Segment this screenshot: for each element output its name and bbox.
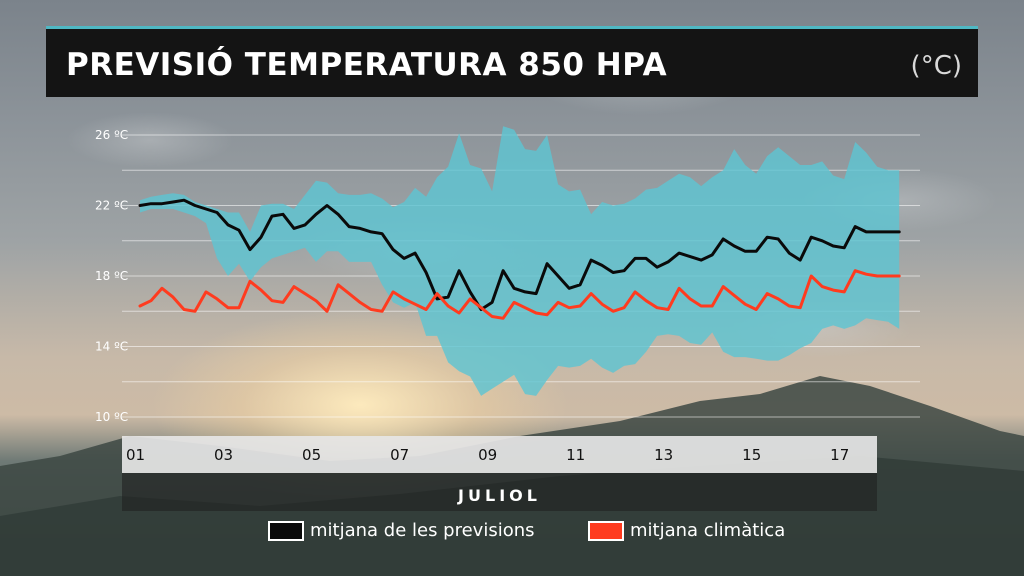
chart-title: PREVISIÓ TEMPERATURA 850 HPA bbox=[66, 47, 668, 83]
legend-item-climate-mean: mitjana climàtica bbox=[588, 520, 785, 541]
series-line-forecast-mean bbox=[138, 198, 901, 311]
x-tick-label: 05 bbox=[302, 446, 321, 464]
legend-swatch-climate-mean bbox=[588, 520, 624, 541]
y-tick-label: 18 ºC bbox=[95, 269, 128, 283]
y-tick-label: 14 ºC bbox=[95, 340, 128, 354]
spread-band bbox=[140, 126, 900, 396]
x-tick-label: 13 bbox=[654, 446, 673, 464]
legend-label-forecast-mean: mitjana de les previsions bbox=[310, 520, 535, 541]
x-tick-label: 11 bbox=[566, 446, 585, 464]
legend-label-climate-mean: mitjana climàtica bbox=[630, 520, 786, 541]
x-axis-tick-strip bbox=[122, 436, 877, 473]
title-bar: PREVISIÓ TEMPERATURA 850 HPA (°C) bbox=[46, 26, 978, 97]
x-tick-label: 01 bbox=[126, 446, 145, 464]
x-axis-month-label: JULIOL bbox=[458, 486, 541, 505]
legend-swatch-forecast-mean bbox=[268, 520, 304, 541]
x-tick-label: 09 bbox=[478, 446, 497, 464]
legend-item-forecast-mean: mitjana de les previsions bbox=[268, 520, 535, 541]
x-tick-label: 15 bbox=[742, 446, 761, 464]
x-tick-label: 07 bbox=[390, 446, 409, 464]
y-tick-label: 26 ºC bbox=[95, 128, 128, 142]
series-line-climate-mean bbox=[138, 269, 901, 320]
legend: mitjana de les previsions mitjana climàt… bbox=[0, 520, 1024, 548]
y-tick-label: 10 ºC bbox=[95, 410, 128, 424]
unit-label: (°C) bbox=[910, 51, 962, 81]
x-tick-label: 17 bbox=[830, 446, 849, 464]
x-tick-label: 03 bbox=[214, 446, 233, 464]
y-tick-label: 22 ºC bbox=[95, 199, 128, 213]
